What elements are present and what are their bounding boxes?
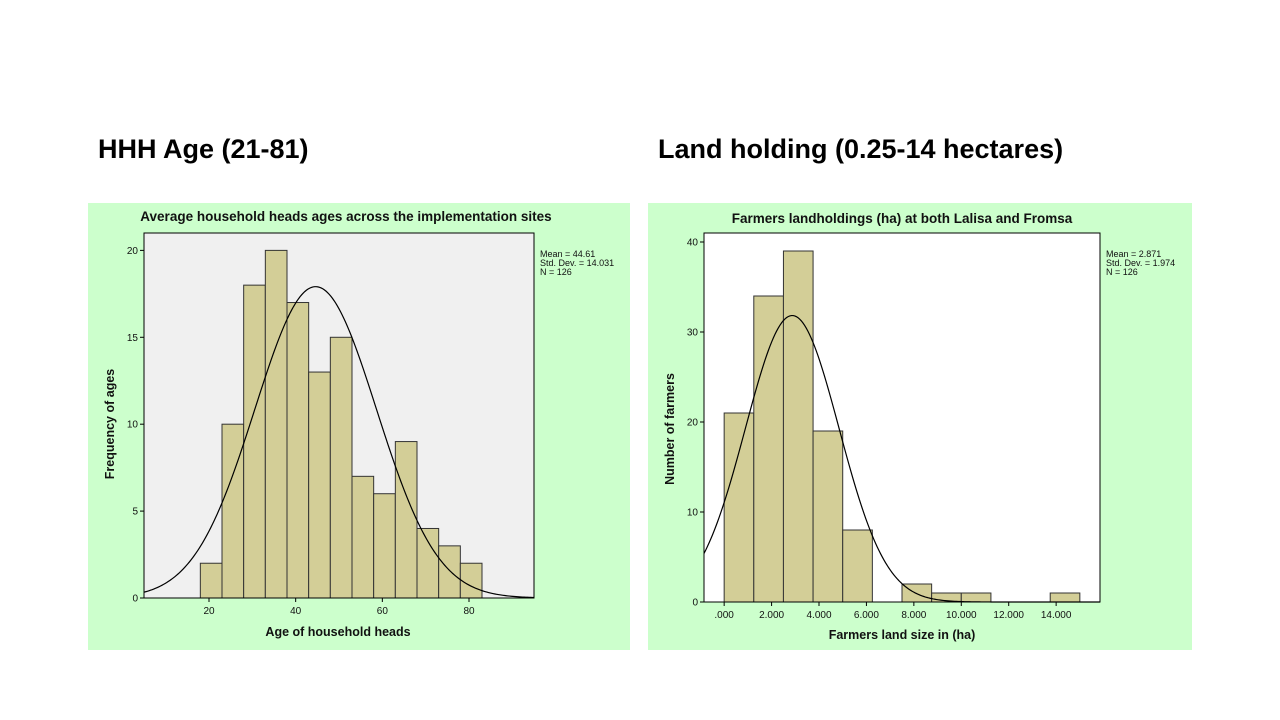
- stat-mean: Mean = 2.871: [1106, 249, 1161, 259]
- left-heading: HHH Age (21-81): [98, 134, 309, 164]
- stat-mean: Mean = 44.61: [540, 249, 595, 259]
- x-tick-label: 8.000: [901, 610, 926, 621]
- chart-title: Farmers landholdings (ha) at both Lalisa…: [732, 211, 1073, 226]
- plot-border: [143, 232, 535, 599]
- y-tick-label: 5: [132, 507, 138, 518]
- histogram-bar: [960, 592, 992, 603]
- histogram-bar: [394, 441, 418, 599]
- histogram-bar: [782, 250, 814, 603]
- plot-border: [703, 232, 1101, 603]
- histogram-bar: [199, 562, 223, 599]
- y-tick-label: 10: [687, 508, 699, 519]
- x-tick-label: 60: [377, 606, 389, 617]
- landholding-histogram-chart: Farmers landholdings (ha) at both Lalisa…: [663, 211, 1175, 642]
- y-tick-label: 20: [127, 246, 139, 257]
- y-axis-label: Frequency of ages: [103, 369, 117, 479]
- x-axis-label: Farmers land size in (ha): [829, 628, 976, 642]
- histogram-bar: [753, 295, 784, 603]
- histogram-bar: [1049, 592, 1081, 603]
- x-tick-label: 80: [463, 606, 475, 617]
- stat-std-dev: Std. Dev. = 14.031: [540, 258, 614, 268]
- y-tick-label: 15: [127, 333, 139, 344]
- normal-curve: [143, 286, 535, 599]
- x-tick-label: 2.000: [759, 610, 784, 621]
- histogram-bar: [264, 249, 288, 599]
- x-tick-label: 20: [203, 606, 215, 617]
- histogram-bar: [723, 412, 755, 603]
- histogram-bar: [329, 336, 353, 599]
- x-tick-label: 6.000: [854, 610, 879, 621]
- stat-std-dev: Std. Dev. = 1.974: [1106, 258, 1175, 268]
- y-tick-label: 30: [687, 328, 699, 339]
- x-tick-label: 40: [290, 606, 302, 617]
- age-histogram-chart: Average household heads ages across the …: [103, 209, 614, 639]
- histogram-bar: [459, 562, 483, 599]
- histogram-bar: [842, 529, 873, 603]
- stat-n: N = 126: [1106, 267, 1138, 277]
- x-tick-label: 4.000: [806, 610, 831, 621]
- histogram-bar: [221, 423, 245, 599]
- histogram-bar: [243, 284, 266, 599]
- histogram-bar: [286, 302, 310, 599]
- histogram-bar: [438, 545, 461, 599]
- histogram-bar: [416, 527, 440, 599]
- histogram-bar: [351, 475, 375, 599]
- age-histogram-panel: Average household heads ages across the …: [88, 203, 630, 650]
- histogram-bar: [308, 371, 331, 599]
- landholding-histogram-panel: Farmers landholdings (ha) at both Lalisa…: [648, 203, 1192, 650]
- x-tick-label: .000: [714, 610, 734, 621]
- y-tick-label: 10: [127, 420, 139, 431]
- x-axis-label: Age of household heads: [265, 625, 410, 639]
- x-tick-label: 14.000: [1041, 610, 1072, 621]
- y-axis-label: Number of farmers: [663, 373, 677, 485]
- y-tick-label: 0: [132, 594, 138, 605]
- y-tick-label: 40: [687, 238, 699, 249]
- y-tick-label: 0: [692, 598, 698, 609]
- right-heading: Land holding (0.25-14 hectares): [658, 134, 1064, 164]
- x-tick-label: 12.000: [993, 610, 1024, 621]
- x-tick-label: 10.000: [946, 610, 977, 621]
- stat-n: N = 126: [540, 267, 572, 277]
- y-tick-label: 20: [687, 418, 699, 429]
- chart-title: Average household heads ages across the …: [140, 209, 551, 224]
- histogram-bar: [812, 430, 844, 603]
- histogram-bar: [373, 493, 396, 599]
